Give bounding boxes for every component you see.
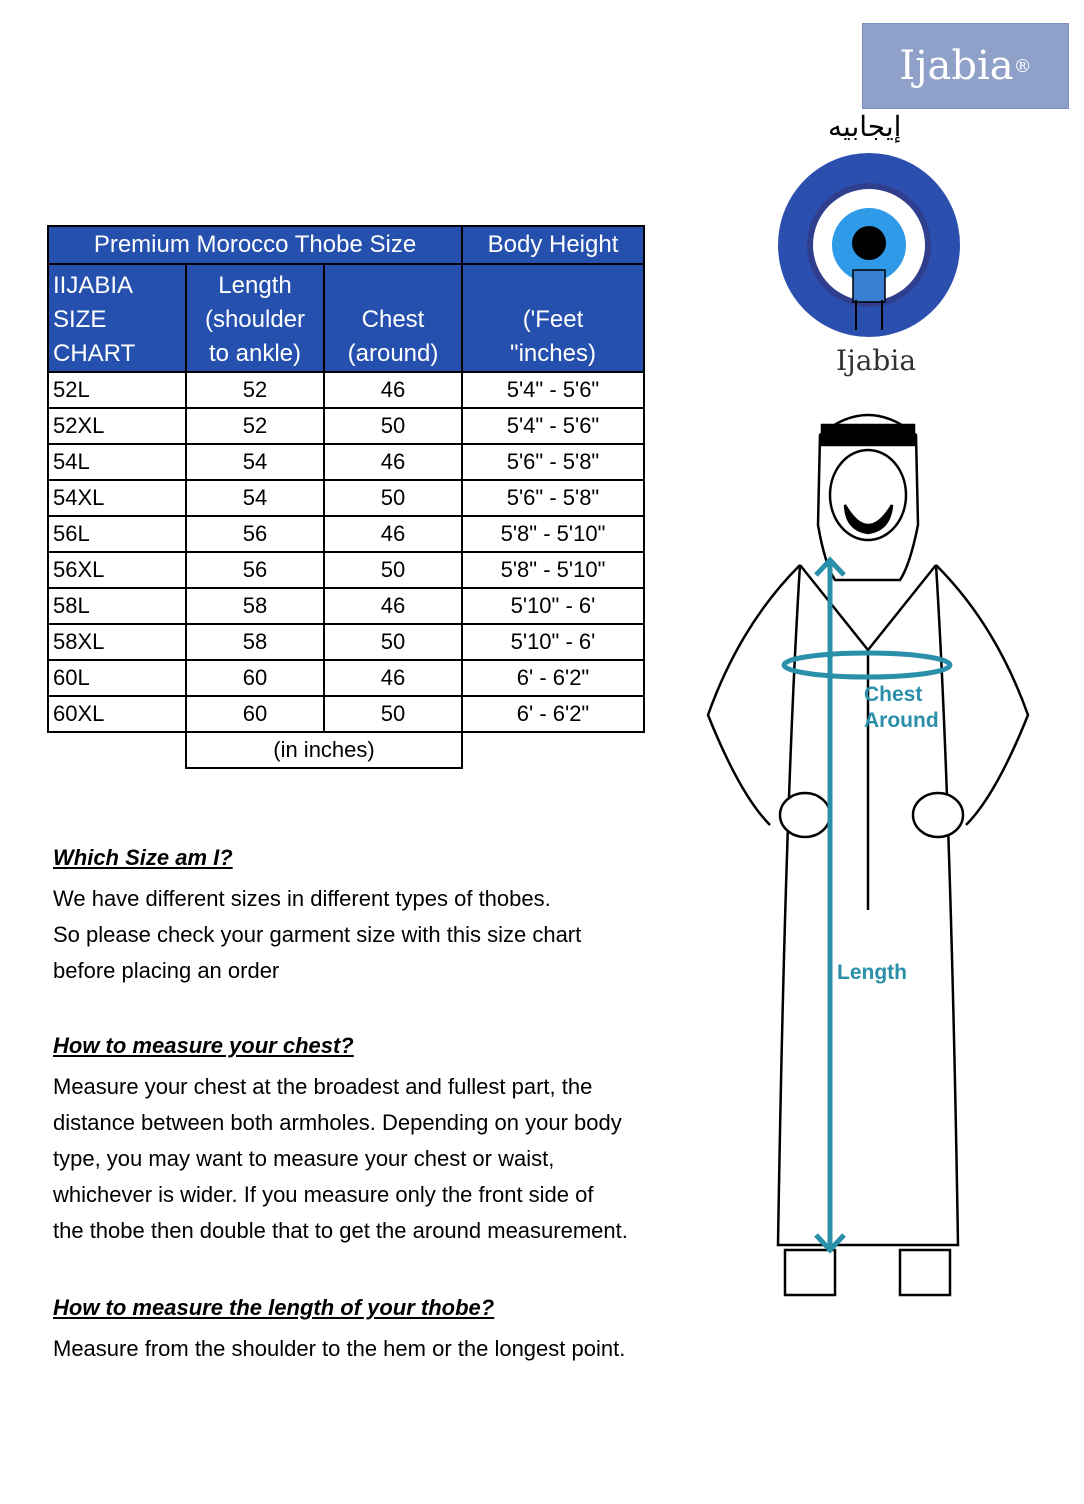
section-line: Measure from the shoulder to the hem or … (53, 1336, 626, 1361)
cell-height: 5'8" - 5'10" (461, 551, 645, 589)
cell-length: 56 (185, 515, 325, 553)
cell-length: 54 (185, 443, 325, 481)
logo-small-text: Ijabia (836, 344, 916, 377)
cell-chest: 46 (323, 659, 463, 697)
cell-chest: 50 (323, 623, 463, 661)
table-header-row: IIJABIA SIZE CHART Length (shoulder to ankle… (47, 263, 645, 373)
table-title: Premium Morocco Thobe Size (47, 225, 463, 265)
section-line: distance between both armholes. Dependin… (53, 1110, 622, 1135)
cell-chest: 46 (323, 587, 463, 625)
section-chest: How to measure your chest? Measure your … (53, 1031, 753, 1249)
cell-size: 52XL (47, 407, 187, 445)
section-line: before placing an order (53, 958, 280, 983)
table-row: 56XL 56 50 5'8" - 5'10" (47, 551, 645, 589)
section-line: So please check your garment size with t… (53, 922, 582, 947)
chest-label: Chest (864, 683, 922, 706)
cell-chest: 50 (323, 695, 463, 733)
cell-size: 56XL (47, 551, 187, 589)
cell-chest: 46 (323, 371, 463, 409)
cell-height: 6' - 6'2" (461, 695, 645, 733)
section-line: Measure your chest at the broadest and f… (53, 1074, 593, 1099)
arabic-text: إيجابيه (828, 111, 902, 142)
header-size: IIJABIA SIZE CHART (47, 263, 187, 373)
table-title-row: Premium Morocco Thobe Size Body Height (47, 225, 645, 265)
cell-chest: 50 (323, 479, 463, 517)
section-line: type, you may want to measure your chest… (53, 1146, 555, 1171)
unit-note-row: (in inches) (48, 731, 644, 769)
table-row: 58XL 58 50 5'10" - 6' (47, 623, 645, 661)
length-label: Length (837, 961, 907, 984)
cell-length: 56 (185, 551, 325, 589)
evil-eye-logo-icon: Ijabia (778, 153, 960, 377)
header-length: Length (shoulder to ankle) (185, 263, 325, 373)
unit-note: (in inches) (185, 731, 463, 769)
cell-height: 5'6" - 5'8" (461, 443, 645, 481)
brand-logo: Ijabia ® (862, 23, 1069, 109)
cell-height: 5'4" - 5'6" (461, 371, 645, 409)
cell-height: 5'6" - 5'8" (461, 479, 645, 517)
cell-size: 58L (47, 587, 187, 625)
cell-height: 5'4" - 5'6" (461, 407, 645, 445)
cell-size: 56L (47, 515, 187, 553)
cell-length: 54 (185, 479, 325, 517)
section-line: the thobe then double that to get the ar… (53, 1218, 628, 1243)
cell-length: 52 (185, 371, 325, 409)
reg-mark: ® (1013, 55, 1032, 77)
cell-length: 58 (185, 623, 325, 661)
cell-size: 60XL (47, 695, 187, 733)
cell-height: 5'10" - 6' (461, 623, 645, 661)
table-row: 52XL 52 50 5'4" - 5'6" (47, 407, 645, 445)
section-heading: How to measure the length of your thobe? (53, 1295, 495, 1320)
cell-length: 58 (185, 587, 325, 625)
section-line: We have different sizes in different typ… (53, 886, 551, 911)
section-length: How to measure the length of your thobe?… (53, 1293, 753, 1367)
cell-size: 60L (47, 659, 187, 697)
section-heading: Which Size am I? (53, 845, 233, 870)
table-row: 58L 58 46 5'10" - 6' (47, 587, 645, 625)
cell-chest: 46 (323, 443, 463, 481)
cell-length: 60 (185, 695, 325, 733)
height-title: Body Height (461, 225, 645, 265)
header-height: ('Feet "inches) (461, 263, 645, 373)
cell-chest: 50 (323, 551, 463, 589)
cell-length: 60 (185, 659, 325, 697)
cell-chest: 46 (323, 515, 463, 553)
table-row: 60XL 60 50 6' - 6'2" (47, 695, 645, 733)
header-chest: Chest (around) (323, 263, 463, 373)
table-row: 54XL 54 50 5'6" - 5'8" (47, 479, 645, 517)
section-which-size: Which Size am I? We have different sizes… (53, 843, 713, 989)
cell-size: 52L (47, 371, 187, 409)
arabic-brand: إيجابيه (828, 110, 901, 143)
section-line: whichever is wider. If you measure only … (53, 1182, 594, 1207)
cell-chest: 50 (323, 407, 463, 445)
around-label: Around (864, 709, 939, 732)
cell-size: 54L (47, 443, 187, 481)
table-row: 60L 60 46 6' - 6'2" (47, 659, 645, 697)
cell-size: 58XL (47, 623, 187, 661)
cell-height: 5'8" - 5'10" (461, 515, 645, 553)
size-chart-table: Premium Morocco Thobe Size Body Height I… (47, 225, 645, 769)
table-row: 56L 56 46 5'8" - 5'10" (47, 515, 645, 553)
table-row: 54L 54 46 5'6" - 5'8" (47, 443, 645, 481)
cell-length: 52 (185, 407, 325, 445)
thobe-figure-illustration: Chest Around Length (706, 413, 1030, 1297)
section-heading: How to measure your chest? (53, 1033, 354, 1058)
cell-height: 5'10" - 6' (461, 587, 645, 625)
table-row: 52L 52 46 5'4" - 5'6" (47, 371, 645, 409)
cell-size: 54XL (47, 479, 187, 517)
cell-height: 6' - 6'2" (461, 659, 645, 697)
logo-text: Ijabia (899, 43, 1014, 89)
